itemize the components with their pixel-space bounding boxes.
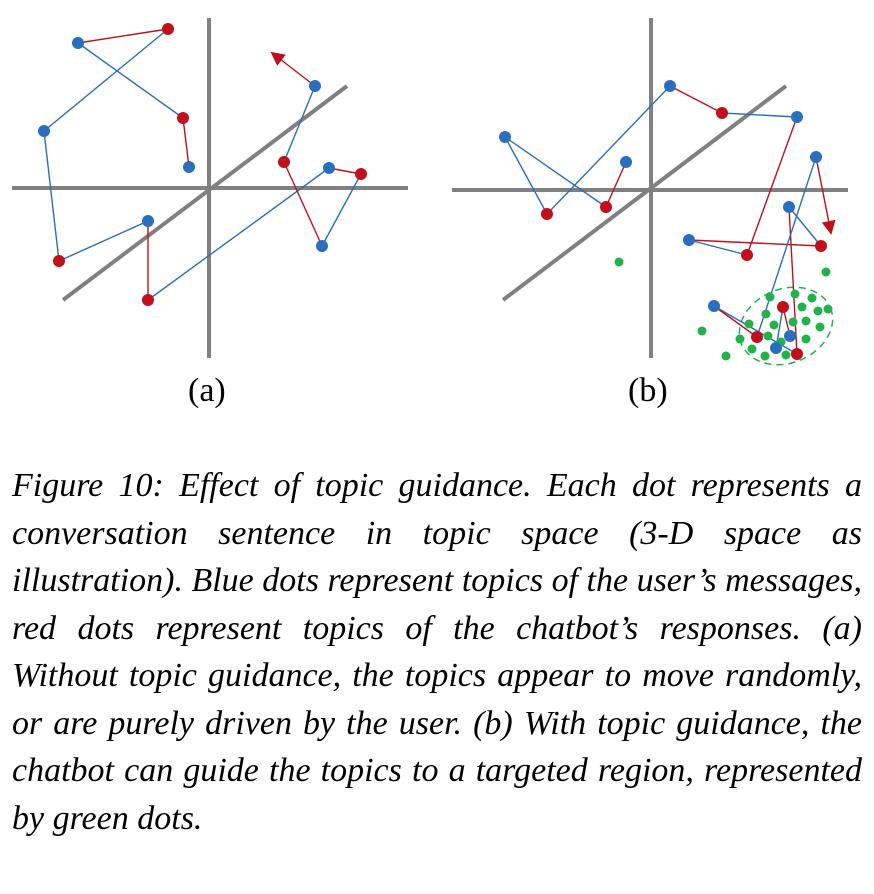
bot-dot [162, 23, 174, 35]
user-dot [620, 156, 632, 168]
target-dot [801, 316, 811, 326]
trajectory-a [43, 28, 362, 301]
bot-dot [791, 348, 803, 360]
target-dot [797, 302, 807, 312]
user-dot [708, 300, 720, 312]
target-dot [821, 267, 831, 277]
bot-dot [278, 156, 290, 168]
target-dot [761, 309, 771, 319]
user-dot [72, 37, 84, 49]
bot-dot [142, 294, 154, 306]
user-dot [810, 151, 822, 163]
target-dot [765, 292, 775, 302]
panel-b [452, 18, 848, 366]
z-axis-b [501, 84, 788, 302]
target-dot [747, 344, 757, 354]
bot-dot [741, 249, 753, 261]
topic-space-figure [12, 18, 848, 366]
bot-dot [777, 301, 789, 313]
axes-b [452, 18, 848, 358]
target-dot [823, 304, 833, 314]
bot-dot [716, 107, 728, 119]
target-dot [788, 317, 798, 327]
target-dot [721, 351, 731, 361]
user-dot [770, 342, 782, 354]
target-dot [760, 351, 770, 361]
panel-a [12, 18, 408, 358]
target-dot [813, 306, 823, 316]
bot-dot [815, 240, 827, 252]
user-dot [784, 330, 796, 342]
user-dot [791, 111, 803, 123]
panel-b-label: (b) [628, 372, 668, 409]
target-dot [801, 334, 811, 344]
bot-dot [53, 255, 65, 267]
target-dot [614, 257, 624, 267]
panel-a-label: (a) [188, 372, 226, 409]
axes-a [12, 18, 408, 358]
target-dots-b [614, 257, 833, 361]
target-dot [769, 320, 779, 330]
z-axis-a [61, 84, 349, 302]
user-dot [183, 161, 195, 173]
user-dot [309, 80, 321, 92]
target-dot [744, 319, 754, 329]
dots-b [499, 80, 827, 360]
target-dot [781, 350, 791, 360]
dots-a [38, 23, 367, 306]
user-dot [142, 215, 154, 227]
figure-caption: Figure 10: Effect of topic guidance. Eac… [12, 467, 862, 837]
bot-dot [541, 208, 553, 220]
bot-dot [177, 112, 189, 124]
bot-dot [355, 168, 367, 180]
user-dot [38, 125, 50, 137]
target-dot [807, 293, 817, 303]
bot-dot [600, 201, 612, 213]
user-dot [499, 131, 511, 143]
user-dot [316, 240, 328, 252]
user-dot [683, 234, 695, 246]
target-dot [790, 289, 800, 299]
target-dot [763, 331, 773, 341]
target-dot [735, 334, 745, 344]
target-dot [815, 322, 825, 332]
target-dot [697, 326, 707, 336]
bot-dot [751, 331, 763, 343]
user-dot [323, 162, 335, 174]
user-dot [783, 201, 795, 213]
user-dot [664, 80, 676, 92]
trajectory-b [504, 85, 836, 355]
